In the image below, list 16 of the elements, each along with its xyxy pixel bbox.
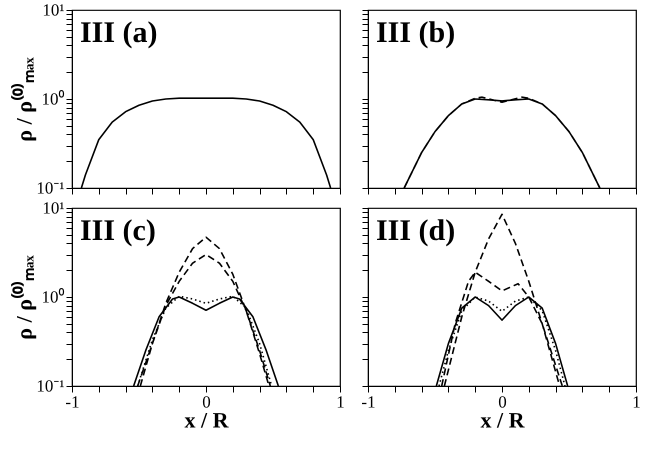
y-tick-label: 10⁰ — [42, 90, 64, 108]
y-axis-title: ρ / ρ⁽⁰⁾ₘₐₓ — [10, 56, 36, 142]
y-tick-label: 10¹ — [42, 0, 64, 20]
y-tick-label: 10¹ — [42, 198, 64, 218]
x-tick-label: -1 — [65, 392, 80, 412]
annotation: III (d) — [376, 214, 456, 247]
y-axis-title: ρ / ρ⁽⁰⁾ₘₐₓ — [10, 254, 36, 340]
y-tick-label: 10⁻¹ — [36, 178, 64, 198]
y-tick-label: 10⁻¹ — [36, 376, 64, 396]
y-tick-label: 10⁰ — [42, 288, 64, 306]
annotation: III (a) — [80, 16, 158, 49]
x-tick-label: 1 — [336, 392, 345, 412]
annotation: III (c) — [80, 214, 156, 247]
annotation: III (b) — [376, 16, 456, 49]
x-tick-label: -1 — [361, 392, 376, 412]
x-tick-label: 1 — [632, 392, 641, 412]
